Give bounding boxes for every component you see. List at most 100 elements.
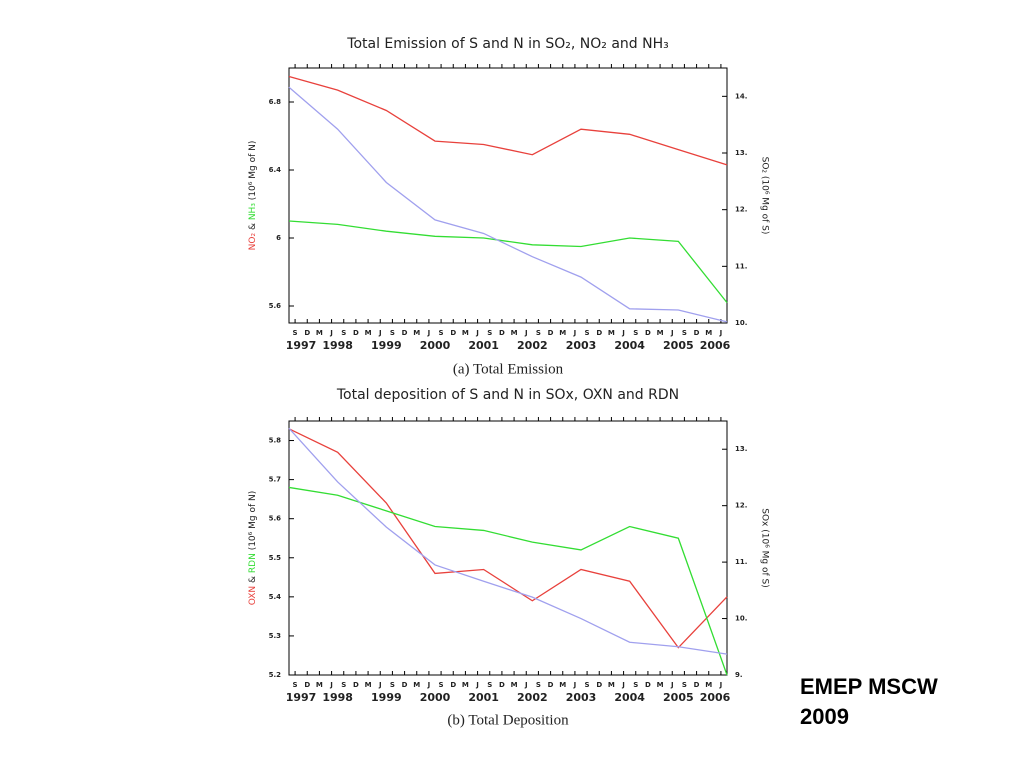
season-label: S [536, 681, 541, 689]
season-label: D [304, 681, 310, 689]
x-tick-label: 2004 [614, 339, 645, 352]
x-tick-label: 1998 [322, 691, 353, 704]
y2-tick-label: 10. [735, 615, 747, 623]
season-label: D [499, 329, 505, 337]
season-label: D [353, 329, 359, 337]
season-label: S [585, 681, 590, 689]
season-label: D [645, 681, 651, 689]
y-tick-label: 5.2 [269, 671, 282, 679]
y-axis-label: OXN & RDN (10⁶ Mg of N) [248, 491, 258, 606]
season-label: M [559, 681, 566, 689]
season-label: M [608, 329, 615, 337]
season-label: J [670, 329, 674, 337]
season-label: M [413, 329, 420, 337]
y-axis-label-part: NO₂ [248, 233, 258, 251]
x-tick-label: 1999 [371, 339, 402, 352]
season-label: S [487, 329, 492, 337]
season-label: M [316, 681, 323, 689]
y2-axis-label: SO₂ (10⁶ Mg of S) [760, 157, 770, 235]
x-tick-label: 2000 [420, 339, 451, 352]
y-axis-label: NO₂ & NH₃ (10⁶ Mg of N) [248, 141, 258, 251]
series-line [288, 427, 728, 655]
season-label: J [524, 681, 528, 689]
season-label: S [390, 329, 395, 337]
y-axis-label-part: (10⁶ Mg of N) [248, 141, 258, 203]
season-label: J [475, 681, 479, 689]
season-label: M [657, 681, 664, 689]
season-label: M [316, 329, 323, 337]
x-tick-label: 2004 [614, 691, 645, 704]
season-label: J [427, 329, 431, 337]
series-line [288, 486, 728, 676]
y2-tick-label: 12. [735, 502, 747, 510]
season-label: M [511, 329, 518, 337]
season-label: S [341, 329, 346, 337]
y2-tick-label: 11. [735, 558, 747, 566]
x-tick-label: 2003 [566, 691, 597, 704]
x-tick-label: 1997 [286, 339, 317, 352]
season-label: M [365, 681, 372, 689]
season-label: D [645, 329, 651, 337]
season-label: S [633, 681, 638, 689]
x-tick-label: 2001 [468, 691, 499, 704]
season-label: J [573, 329, 577, 337]
season-label: D [596, 681, 602, 689]
y-tick-label: 5.6 [269, 302, 282, 310]
season-label: S [585, 329, 590, 337]
season-label: S [682, 681, 687, 689]
y-axis-label-part: & [248, 220, 258, 233]
season-label: M [462, 681, 469, 689]
season-label: J [524, 329, 528, 337]
plot-frame [288, 67, 728, 324]
season-label: S [439, 329, 444, 337]
y-tick-label: 5.6 [269, 515, 282, 523]
season-label: M [705, 329, 712, 337]
season-label: D [694, 681, 700, 689]
series-line [288, 86, 728, 323]
x-tick-label: 2005 [663, 339, 694, 352]
season-label: J [378, 329, 382, 337]
y-axis-label-part: NH₃ [248, 203, 258, 221]
season-label: D [450, 329, 456, 337]
y-axis-label-part: (10⁶ Mg of N) [248, 491, 258, 553]
season-label: D [694, 329, 700, 337]
y2-axis-label: SOx (10⁶ Mg of S) [760, 508, 770, 588]
y-tick-label: 5.5 [269, 554, 282, 562]
caption: (a) Total Emission [453, 361, 564, 377]
season-label: S [439, 681, 444, 689]
season-label: D [304, 329, 310, 337]
x-tick-label: 2006 [700, 691, 731, 704]
y2-tick-label: 13. [735, 445, 747, 453]
season-label: S [341, 681, 346, 689]
season-label: J [475, 329, 479, 337]
y-axis-label-part: & [248, 573, 258, 586]
y-tick-label: 6.4 [269, 166, 282, 174]
x-tick-label: 2001 [468, 339, 499, 352]
y-tick-label: 6 [276, 234, 281, 242]
caption: (b) Total Deposition [447, 712, 569, 728]
season-label: D [499, 681, 505, 689]
y2-tick-label: 11. [735, 262, 747, 270]
season-label: S [293, 681, 298, 689]
y2-tick-label: 14. [735, 92, 747, 100]
season-label: S [633, 329, 638, 337]
season-label: D [402, 329, 408, 337]
plot-frame [288, 420, 728, 676]
season-label: J [573, 681, 577, 689]
series-line [288, 428, 728, 649]
x-tick-label: 1998 [322, 339, 353, 352]
season-label: M [705, 681, 712, 689]
season-label: D [548, 329, 554, 337]
season-label: D [353, 681, 359, 689]
y-tick-label: 5.4 [269, 593, 282, 601]
season-label: M [365, 329, 372, 337]
x-tick-label: 2002 [517, 691, 548, 704]
series-line [288, 220, 728, 304]
season-label: M [657, 329, 664, 337]
chart-title: Total deposition of S and N in SOx, OXN … [336, 387, 679, 403]
y-tick-label: 5.3 [269, 632, 282, 640]
y-tick-label: 5.7 [269, 476, 282, 484]
x-tick-label: 2006 [700, 339, 731, 352]
season-label: D [402, 681, 408, 689]
